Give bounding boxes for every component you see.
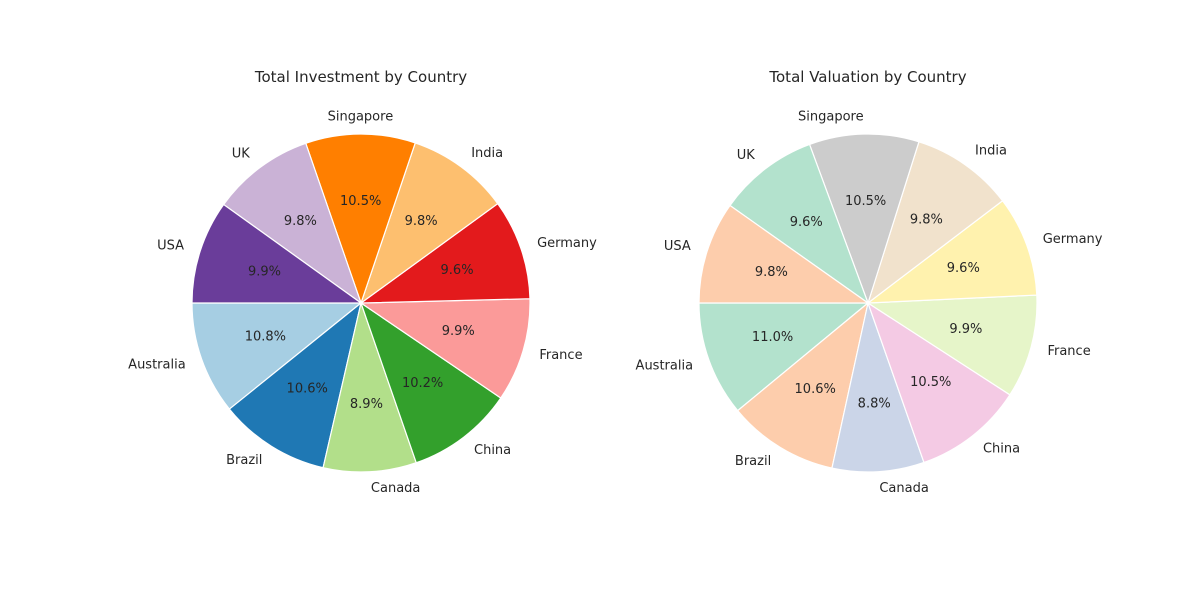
pie-slice-singapore	[304, 133, 417, 305]
pct-label-usa: 9.8%	[755, 265, 788, 280]
slice-label-australia: Australia	[636, 358, 694, 373]
slice-label-germany: Germany	[537, 236, 597, 251]
pct-label-australia: 11.0%	[752, 330, 793, 345]
valuation-pie: Total Valuation by Country Australia 11.0…	[636, 68, 1103, 496]
pie-slice-usa	[191, 203, 363, 304]
pie-slice-brazil	[736, 301, 869, 469]
pct-label-india: 9.8%	[405, 214, 438, 229]
slice-label-india: India	[975, 144, 1007, 159]
slice-label-brazil: Brazil	[226, 453, 262, 468]
slice-label-india: India	[471, 146, 503, 161]
slice-label-brazil: Brazil	[735, 454, 771, 469]
pct-label-germany: 9.6%	[441, 263, 474, 278]
pie-slice-usa	[698, 204, 870, 304]
pie-slice-uk	[729, 143, 870, 305]
slice-label-uk: UK	[232, 146, 251, 161]
pct-label-china: 10.2%	[402, 376, 443, 391]
slice-label-china: China	[474, 443, 511, 458]
pct-label-china: 10.5%	[910, 375, 951, 390]
slice-label-australia: Australia	[128, 357, 186, 372]
slice-label-singapore: Singapore	[328, 110, 394, 125]
slice-label-canada: Canada	[371, 481, 420, 496]
pie-slice-brazil	[228, 301, 362, 469]
pct-label-australia: 10.8%	[245, 329, 286, 344]
pct-label-uk: 9.6%	[790, 215, 823, 230]
pie-slice-australia	[191, 302, 363, 410]
pct-label-canada: 8.9%	[350, 397, 383, 412]
pct-label-france: 9.9%	[442, 324, 475, 339]
slice-label-germany: Germany	[1043, 232, 1103, 247]
slice-label-singapore: Singapore	[798, 110, 864, 125]
pct-label-brazil: 10.6%	[287, 381, 328, 396]
investment-pie: Total Investment by Country Australia 10.…	[128, 68, 597, 496]
investment-chart-title: Total Investment by Country	[254, 68, 467, 86]
pie-slice-france	[359, 298, 531, 399]
pie-slice-germany	[866, 199, 1038, 304]
pie-slice-india	[359, 142, 499, 305]
pie-slice-canada	[831, 300, 925, 473]
slice-label-uk: UK	[737, 148, 756, 163]
slice-label-china: China	[983, 442, 1020, 457]
pie-slice-india	[866, 141, 1004, 305]
slice-label-usa: USA	[664, 239, 691, 254]
pct-label-singapore: 10.5%	[845, 194, 886, 209]
slice-label-france: France	[539, 348, 582, 363]
pct-label-singapore: 10.5%	[340, 194, 381, 209]
pie-slice-china	[866, 301, 1011, 464]
slice-label-france: France	[1047, 344, 1090, 359]
pie-slice-france	[866, 294, 1038, 396]
pie-slice-uk	[222, 142, 363, 305]
slice-label-canada: Canada	[879, 481, 928, 496]
pct-label-india: 9.8%	[910, 213, 943, 228]
slice-label-usa: USA	[157, 239, 184, 254]
pie-slice-china	[359, 301, 502, 464]
pct-label-france: 9.9%	[949, 322, 982, 337]
pie-slice-germany	[359, 202, 531, 304]
pct-label-germany: 9.6%	[947, 261, 980, 276]
pie-slice-canada	[322, 300, 418, 473]
valuation-chart-title: Total Valuation by Country	[768, 68, 966, 86]
pct-label-uk: 9.8%	[284, 214, 317, 229]
pct-label-brazil: 10.6%	[795, 382, 836, 397]
pct-label-canada: 8.8%	[858, 397, 891, 412]
pie-slice-singapore	[808, 133, 920, 305]
pct-label-usa: 9.9%	[248, 264, 281, 279]
pie-slice-australia	[698, 302, 870, 412]
